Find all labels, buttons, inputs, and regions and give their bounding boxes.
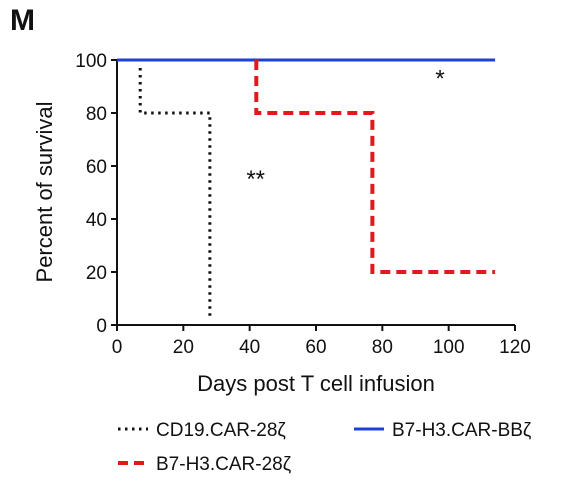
significance-annotation: ** [246, 166, 265, 193]
y-ticks: 0 20 40 60 80 100 [75, 51, 117, 337]
x-axis-title: Days post T cell infusion [197, 371, 435, 396]
y-tick-label: 60 [86, 157, 107, 178]
x-tick-label: 20 [173, 337, 194, 358]
series-line [138, 67, 212, 318]
legend-item: CD19.CAR-28ζ [118, 420, 286, 441]
x-tick-label: 120 [499, 337, 531, 358]
y-tick-label: 20 [86, 263, 107, 284]
annotations: *** [246, 66, 444, 194]
legend-item: B7-H3.CAR-28ζ [118, 454, 292, 475]
y-axis-title: Percent of survival [32, 102, 57, 283]
legend-label: B7-H3.CAR-BBζ [392, 420, 532, 441]
y-tick-label: 40 [86, 210, 107, 231]
legend-label: B7-H3.CAR-28ζ [156, 454, 292, 475]
legend: CD19.CAR-28ζ B7-H3.CAR-28ζ B7-H3.CAR-BBζ [118, 420, 532, 475]
legend-item: B7-H3.CAR-BBζ [354, 420, 532, 441]
y-tick-label: 0 [96, 316, 107, 337]
panel-label: M [10, 4, 35, 37]
x-ticks: 0 20 40 60 80 100 120 [112, 325, 531, 358]
x-tick-label: 80 [372, 337, 393, 358]
x-tick-label: 60 [305, 337, 326, 358]
series-layer [117, 58, 496, 318]
x-tick-label: 0 [112, 337, 123, 358]
axes: 0 20 40 60 80 100 120 0 20 40 60 80 100 [75, 51, 531, 358]
y-tick-label: 80 [86, 104, 107, 125]
x-tick-label: 100 [433, 337, 465, 358]
series-line [254, 60, 496, 274]
legend-label: CD19.CAR-28ζ [156, 420, 286, 441]
x-tick-label: 40 [239, 337, 260, 358]
y-tick-label: 100 [75, 51, 107, 72]
significance-annotation: * [435, 66, 444, 93]
